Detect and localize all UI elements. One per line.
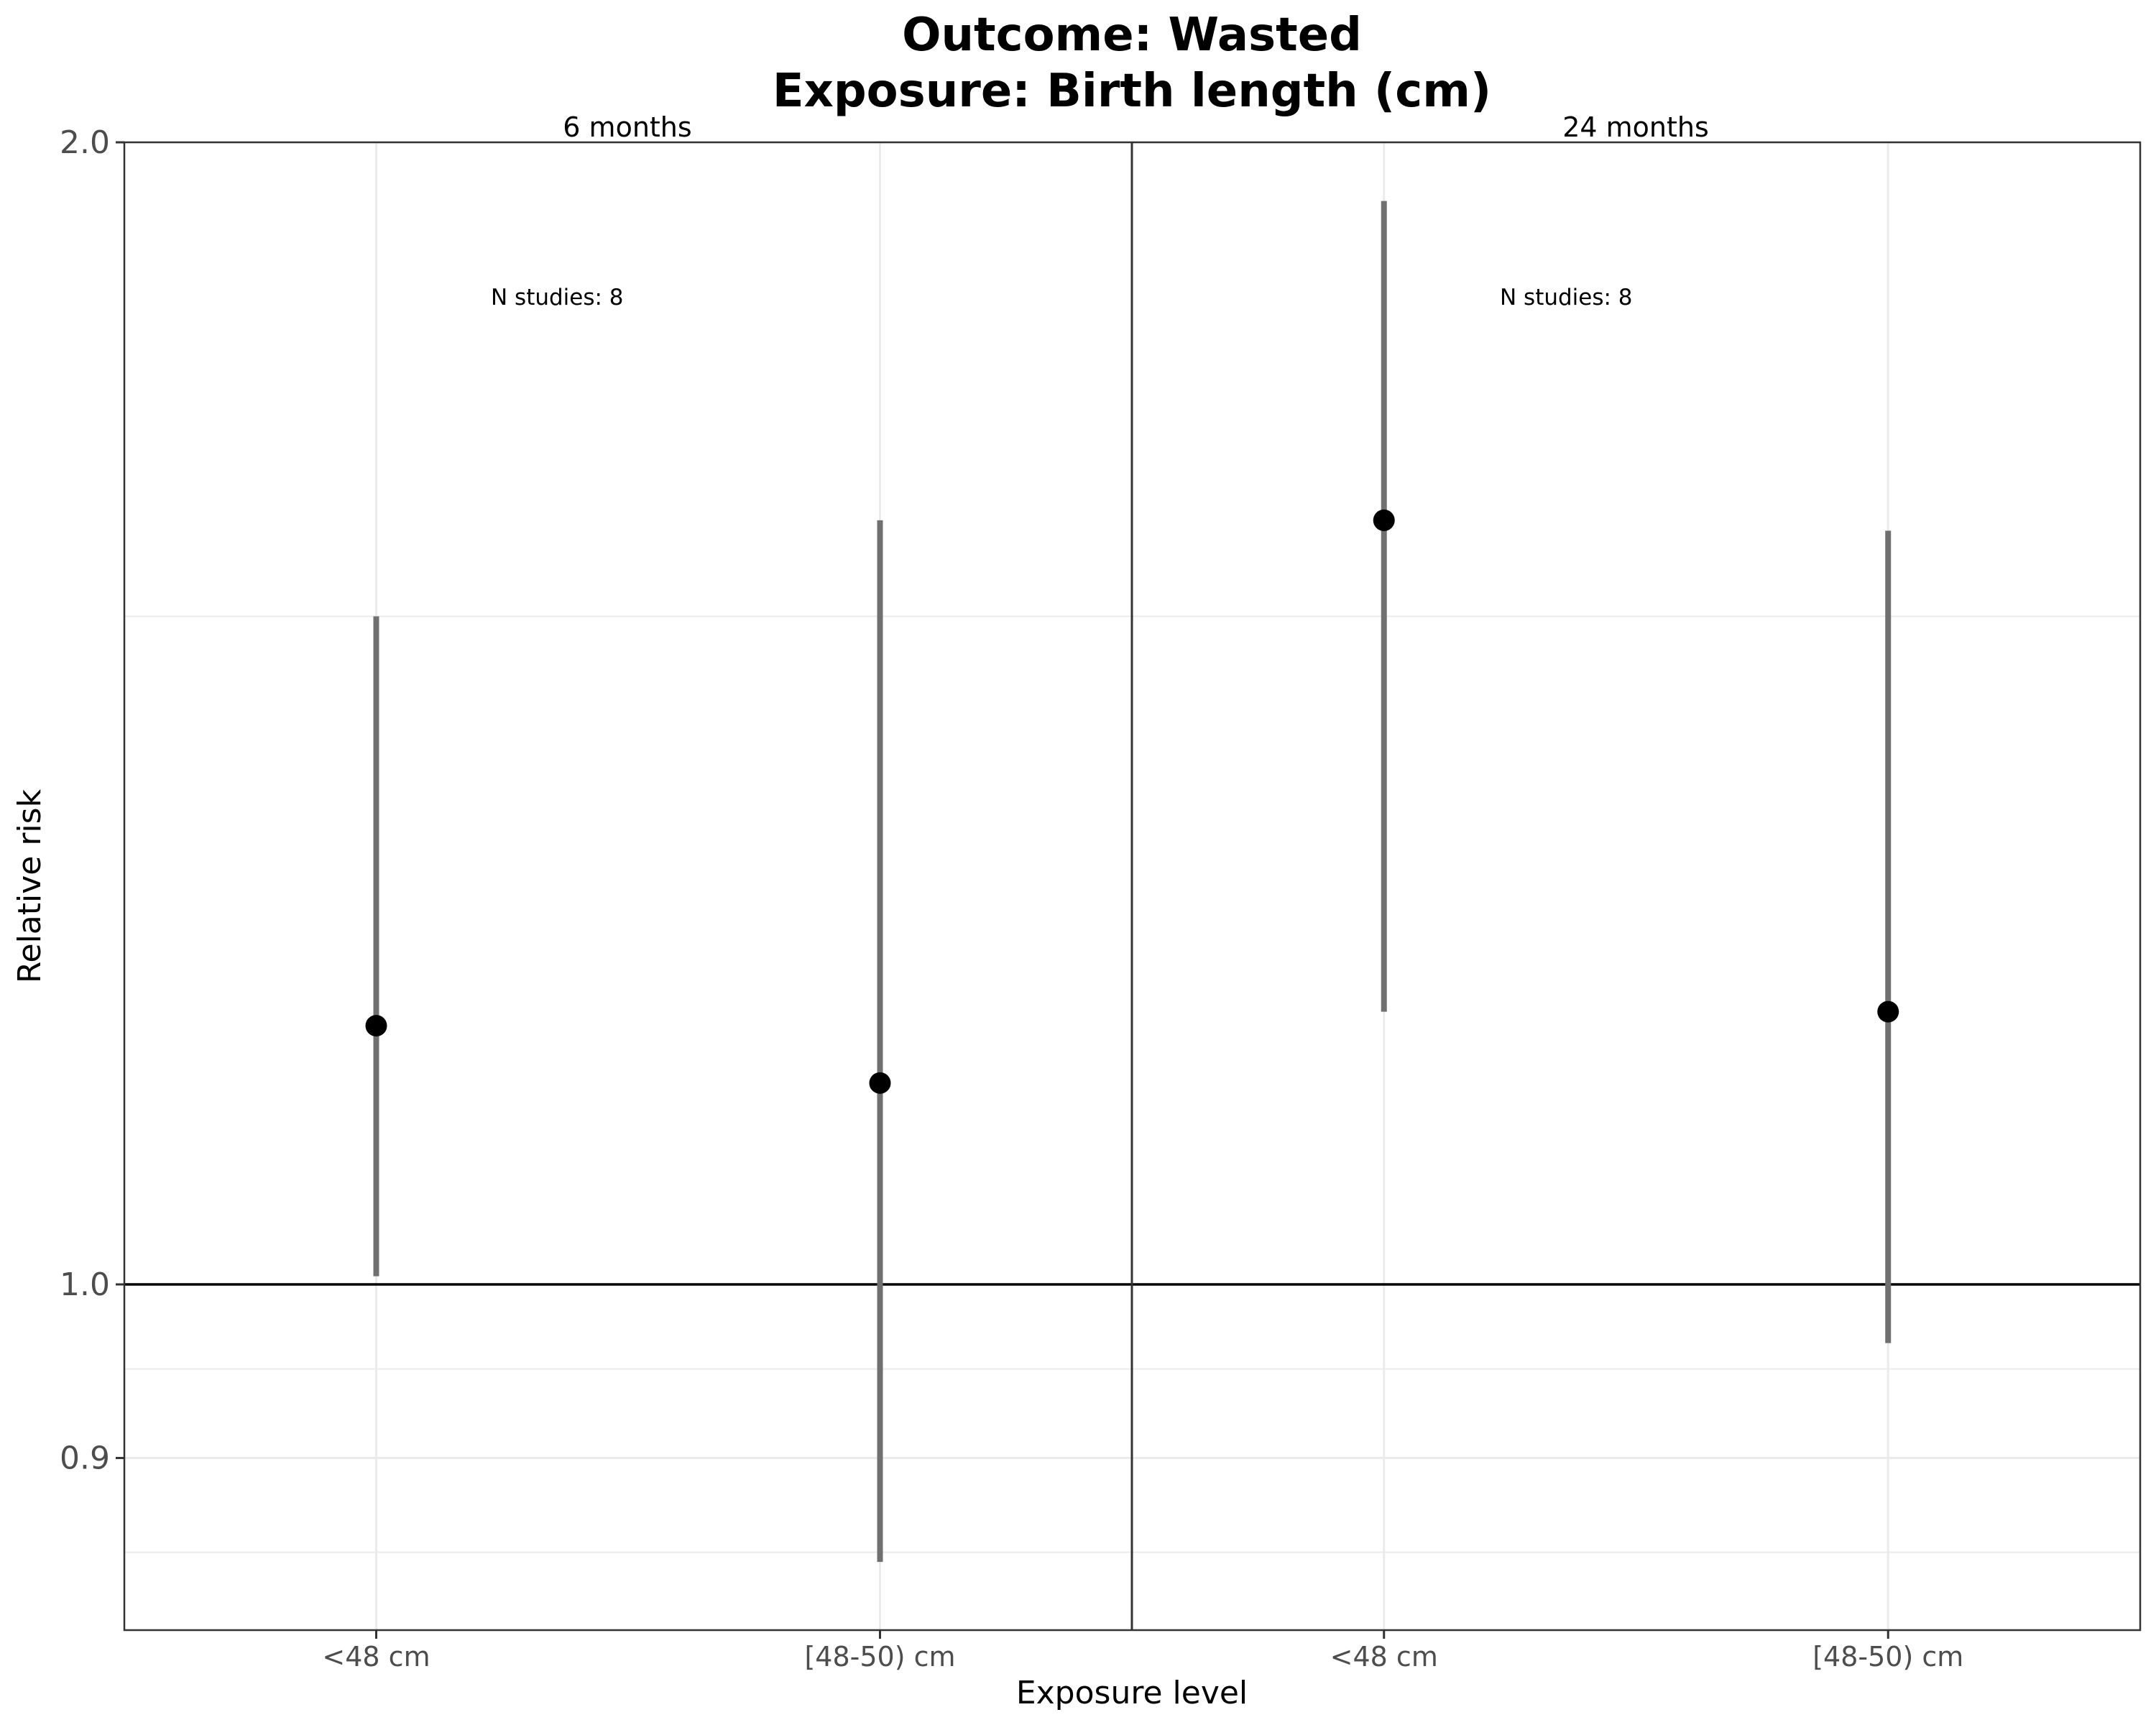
point-estimate [365,1015,387,1037]
y-axis-title: Relative risk [11,788,48,983]
x-axis: <48 cm [48-50) cm <48 cm [48-50) cm [322,1630,1963,1673]
data-marks [365,201,1899,1563]
facet-label-24-months: 24 months [1562,111,1709,143]
y-tick-label: 2.0 [60,124,110,161]
facet-label-6-months: 6 months [563,111,691,143]
point-estimate [1877,1000,1899,1023]
x-tick-label: <48 cm [322,1641,430,1673]
y-tick-label: 1.0 [60,1266,110,1303]
point-estimate [1373,509,1395,531]
chart-title: Outcome: Wasted [902,9,1362,62]
x-tick-label: [48-50) cm [1812,1641,1963,1673]
point-estimate [869,1072,891,1094]
chart-subtitle: Exposure: Birth length (cm) [773,65,1491,118]
annotation-24-months: N studies: 8 [1500,285,1633,310]
annotation-6-months: N studies: 8 [491,285,624,310]
y-axis: 0.9 1.0 2.0 [60,124,124,1477]
x-tick-label: [48-50) cm [804,1641,955,1673]
x-axis-title: Exposure level [1016,1675,1248,1711]
y-tick-label: 0.9 [60,1440,110,1477]
x-tick-label: <48 cm [1330,1641,1438,1673]
